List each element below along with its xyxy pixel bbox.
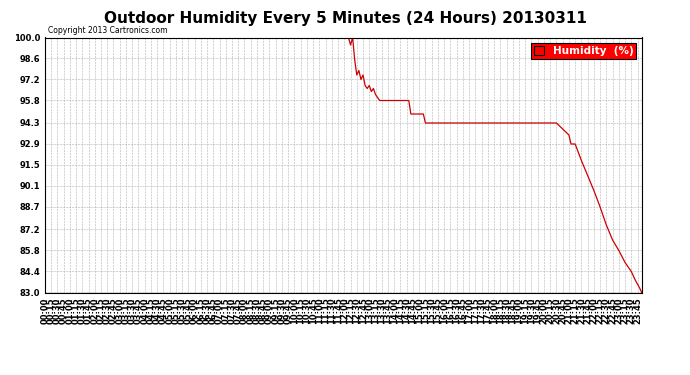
Text: Copyright 2013 Cartronics.com: Copyright 2013 Cartronics.com	[48, 26, 168, 35]
Text: Outdoor Humidity Every 5 Minutes (24 Hours) 20130311: Outdoor Humidity Every 5 Minutes (24 Hou…	[104, 11, 586, 26]
Legend: Humidity  (%): Humidity (%)	[531, 43, 636, 59]
